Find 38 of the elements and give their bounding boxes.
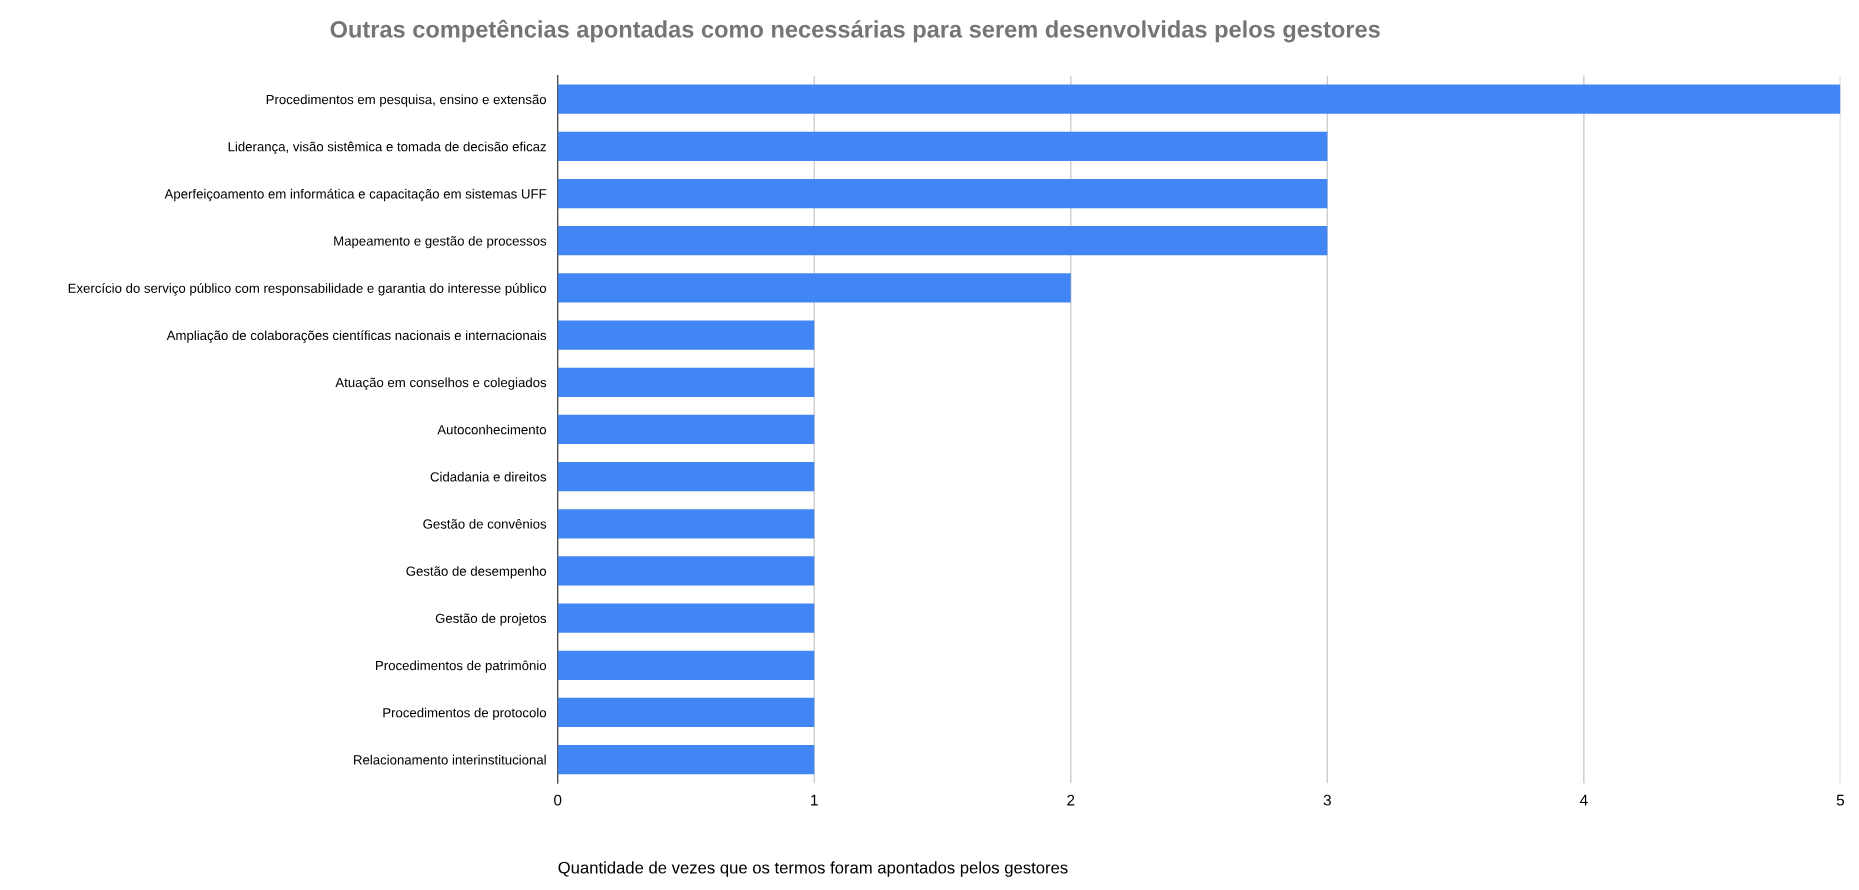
bar — [557, 461, 815, 492]
bar — [557, 603, 815, 633]
chart-title: Outras competências apontadas como necessárias para serem desenvolvidas pelos gestores — [330, 19, 1380, 43]
y-tick-label: Gestão de projetos — [435, 613, 547, 626]
y-tick-label: Liderança, visão sistêmica e tomada de decisão eficaz — [228, 141, 546, 154]
y-tick-label: Gestão de desempenho — [406, 566, 547, 579]
y-tick-label: Mapeamento e gestão de processos — [334, 235, 547, 249]
bar — [557, 509, 815, 539]
x-tick-label: 4 — [1579, 794, 1588, 806]
y-tick-label: Procedimentos de protocolo — [383, 707, 547, 720]
bar — [557, 367, 815, 397]
bar — [557, 84, 1841, 114]
x-tick-label: 3 — [1323, 794, 1331, 806]
bar — [557, 178, 1328, 209]
y-tick-label: Exercício do serviço público com responsabilidade e garantia do interesse público — [68, 283, 547, 296]
y-tick-label: Relacionamento interinstitucional — [354, 754, 546, 765]
y-tick-label: Procedimentos em pesquisa, ensino e extensão — [266, 94, 547, 107]
bar — [557, 650, 815, 680]
bar — [557, 273, 1071, 303]
bar — [557, 556, 815, 586]
y-tick-label: Ampliação de colaborações científicas nacionais e internacionais — [166, 330, 547, 343]
x-tick-label: 2 — [1067, 794, 1075, 806]
bar — [557, 226, 1328, 256]
y-tick-label: Cidadania e direitos — [430, 471, 547, 482]
bar — [557, 697, 815, 728]
x-tick-label: 5 — [1836, 794, 1845, 806]
bar — [557, 744, 815, 775]
bar — [557, 131, 1328, 162]
y-tick-label: Aperfeiçoamento em informática e capacitação em sistemas UFF — [164, 188, 547, 202]
bar — [557, 320, 815, 350]
y-tick-label: Gestão de convênios — [423, 518, 547, 529]
x-tick-label: 0 — [554, 794, 562, 806]
x-tick-label: 1 — [811, 794, 818, 806]
x-axis-title: Quantidade de vezes que os termos foram apontados pelos gestores — [558, 861, 1068, 877]
bar — [557, 414, 815, 445]
y-tick-label: Atuação em conselhos e colegiados — [335, 377, 547, 390]
y-tick-label: Autoconhecimento — [437, 424, 547, 435]
y-tick-label: Procedimentos de patrimônio — [376, 660, 547, 673]
